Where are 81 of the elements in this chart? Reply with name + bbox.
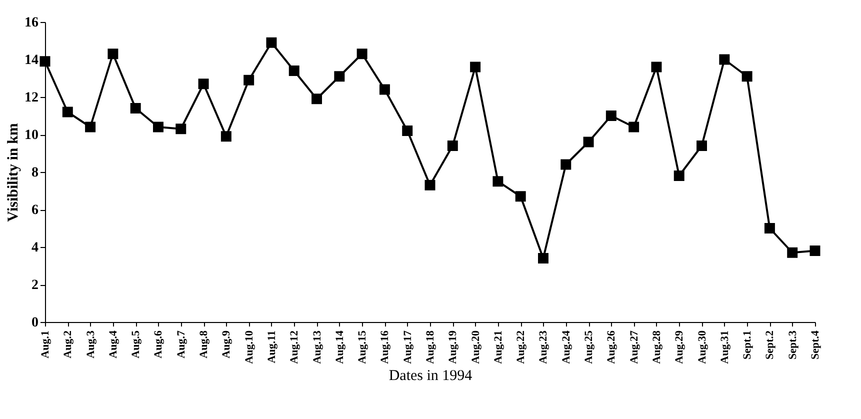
point <box>515 191 526 202</box>
x-tick-label: Aug.27 <box>628 330 640 364</box>
y-tick-label: 8 <box>32 166 38 180</box>
x-tick-label: Sept.4 <box>810 330 822 360</box>
point <box>424 180 436 190</box>
x-tick-label: Aug.12 <box>288 330 301 364</box>
x-tick-label: Aug.26 <box>606 330 618 364</box>
point <box>266 37 277 48</box>
x-tick-label: Aug.16 <box>379 330 392 364</box>
x-tick-label: Aug.10 <box>243 330 256 364</box>
x-tick-label: Aug.20 <box>470 330 482 364</box>
point <box>334 71 345 82</box>
x-tick-label: Aug.5 <box>130 330 142 358</box>
point <box>447 140 458 151</box>
x-tick-label: Aug.19 <box>447 330 460 364</box>
point <box>492 176 504 187</box>
point <box>62 106 73 118</box>
x-tick-label: Aug.25 <box>583 330 596 364</box>
x-tick-label: Aug.1 <box>40 330 52 358</box>
x-axis-title: Dates in 1994 <box>388 368 473 384</box>
x-tick-label: Aug.15 <box>356 330 369 364</box>
point <box>810 246 820 256</box>
point <box>787 247 798 258</box>
point <box>628 122 640 132</box>
point <box>764 223 775 234</box>
point <box>198 78 209 90</box>
point <box>674 170 684 181</box>
x-tick-label: Aug.11 <box>266 330 278 364</box>
x-tick-label: Aug.8 <box>198 330 210 358</box>
point <box>312 94 322 104</box>
x-tick-label: Aug.30 <box>696 330 708 364</box>
x-tick-label: Aug.31 <box>718 330 731 364</box>
x-tick-label: Aug.23 <box>538 330 550 364</box>
x-tick-label: Aug.28 <box>650 330 663 364</box>
point <box>719 54 730 65</box>
x-tick-label: Aug.14 <box>334 330 346 364</box>
point <box>130 103 141 114</box>
x-tick-label: Aug.13 <box>311 330 324 364</box>
x-tick-label: Aug.6 <box>152 330 165 358</box>
x-tick-label: Aug.18 <box>424 330 436 364</box>
point <box>606 110 616 121</box>
x-tick-label: Aug.29 <box>674 330 686 364</box>
x-tick-label: Sept.1 <box>742 330 754 360</box>
point <box>40 56 50 67</box>
point <box>583 136 594 148</box>
point <box>176 124 186 134</box>
point <box>244 74 254 86</box>
point <box>108 48 118 60</box>
y-tick-label: 4 <box>32 240 38 256</box>
point <box>288 66 300 76</box>
x-tick-label: Aug.3 <box>84 330 97 358</box>
x-tick-label: Aug.24 <box>560 330 572 364</box>
y-tick-label: 16 <box>24 16 38 30</box>
y-tick-label: 10 <box>24 128 38 143</box>
point <box>651 62 662 72</box>
point <box>379 84 390 95</box>
y-tick-label: 0 <box>32 316 38 330</box>
point <box>152 122 164 132</box>
x-tick-label: Aug.22 <box>515 330 528 364</box>
x-tick-label: Sept.2 <box>764 330 776 360</box>
x-tick-label: Aug.7 <box>175 330 188 358</box>
x-tick-label: Aug.9 <box>220 330 233 358</box>
point <box>220 131 232 142</box>
point <box>402 126 413 136</box>
y-axis-title: Visibility in km <box>6 122 22 222</box>
point <box>696 140 708 151</box>
x-tick-label: Aug.21 <box>492 330 504 364</box>
point <box>470 62 481 72</box>
y-tick-label: 2 <box>32 278 38 293</box>
point <box>560 159 572 170</box>
y-tick-label: 12 <box>24 90 38 106</box>
x-tick-label: Aug.17 <box>402 330 414 364</box>
point <box>742 71 752 82</box>
y-tick-label: 14 <box>24 53 38 68</box>
point <box>356 48 368 60</box>
x-tick-label: Sept.3 <box>786 330 799 360</box>
x-tick-label: Aug.4 <box>107 330 120 358</box>
x-tick-label: Aug.2 <box>62 330 74 358</box>
y-tick-label: 6 <box>32 203 38 218</box>
point <box>538 253 548 264</box>
point <box>85 122 96 132</box>
